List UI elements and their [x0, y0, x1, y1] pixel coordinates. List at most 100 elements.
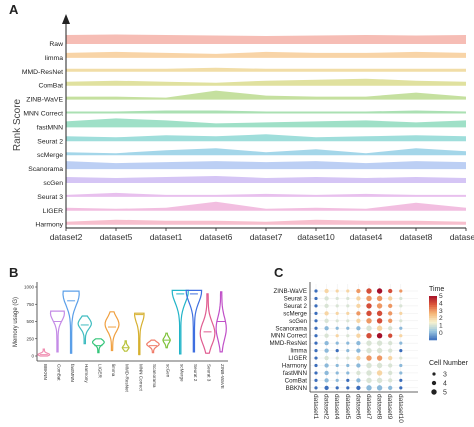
- ridge-area-combat: [66, 78, 466, 86]
- panel-c-y-label-scanorama: Scanorama: [275, 325, 307, 332]
- dot-fastmnn-dataset8: [376, 370, 383, 376]
- violin-fastmnn: [62, 290, 80, 354]
- dot-scgen-dataset8: [376, 318, 383, 324]
- dot-limma-dataset7: [366, 347, 372, 354]
- dot-limma-dataset8: [376, 347, 383, 354]
- legend-time-colorbar-segment: [429, 310, 437, 313]
- legend-time-tick-label: 1: [439, 323, 443, 330]
- panel-c-y-label-fastmnn: fastMNN: [283, 370, 307, 377]
- legend-time-colorbar-segment: [429, 318, 437, 321]
- dot-zinb-wave-dataset1: [314, 289, 318, 293]
- panel-c-y-label-harmony: Harmony: [282, 363, 308, 370]
- dot-mnn-correct-dataset4: [335, 334, 339, 338]
- violin-liger: [92, 338, 105, 354]
- ridge-label-mnn-correct: MNN Correct: [23, 111, 63, 118]
- dot-seurat-2-dataset10: [399, 304, 403, 308]
- dot-seurat-2-dataset8: [376, 303, 383, 309]
- ridge-area-scmerge: [66, 148, 466, 156]
- violin-combat: [49, 310, 66, 353]
- legend-time-colorbar-segment: [429, 312, 437, 315]
- legend-time-colorbar-segment: [429, 323, 437, 326]
- dot-mmd-resnet-dataset8: [376, 340, 383, 346]
- panel-c-y-label-bbknn: BBKNN: [286, 385, 307, 392]
- ridge-area-mmd-resnet: [66, 67, 466, 72]
- dot-scgen-dataset9: [388, 318, 393, 323]
- dot-combat-dataset2: [324, 378, 329, 383]
- panel-b-x-label-fastmnn: fastMNN: [70, 364, 75, 382]
- dot-fastmnn-dataset6: [356, 370, 361, 376]
- dot-seurat-2-dataset7: [366, 303, 372, 309]
- panel-c-y-label-scgen: scGen: [289, 318, 307, 325]
- legend-time-colorbar-segment: [429, 327, 437, 330]
- panel-b-x-label-zinb-wave: ZINB-WaVE: [220, 364, 225, 389]
- panel-c-y-label-zinb-wave: ZINB-WaVE: [274, 288, 307, 295]
- panel-b-x-label-mnn-correct: MNN Correct: [138, 364, 143, 392]
- legend-time-colorbar-segment: [429, 332, 437, 335]
- panel-c-y-label-combat: ComBat: [285, 377, 308, 384]
- panel-c-y-label-seurat-3: Seurat 3: [284, 295, 308, 302]
- dot-mmd-resnet-dataset6: [356, 341, 361, 346]
- legend-time-tick-label: 2: [439, 315, 443, 322]
- legend-time-colorbar-segment: [429, 330, 437, 333]
- dot-liger-dataset8: [376, 355, 383, 361]
- dot-mmd-resnet-dataset4: [335, 341, 339, 345]
- panel-c-x-label-dataset1: dataset1: [312, 394, 319, 420]
- dot-liger-dataset9: [388, 355, 393, 361]
- dot-scanorama-dataset10: [399, 326, 403, 330]
- panel-b-y-tick-label: 250: [26, 336, 34, 341]
- ridge-label-harmony: Harmony: [35, 222, 63, 229]
- dot-bbknn-dataset9: [388, 385, 393, 390]
- ridge-area-raw: [66, 34, 466, 44]
- dot-combat-dataset5: [346, 378, 350, 382]
- dot-mmd-resnet-dataset9: [388, 341, 393, 346]
- dot-mnn-correct-dataset5: [346, 334, 350, 338]
- panel-b-x-label-seurat-3: Seurat 3: [207, 364, 212, 382]
- legend-time-colorbar-segment: [429, 307, 437, 310]
- dot-scanorama-dataset9: [388, 326, 393, 331]
- legend-time-colorbar-segment: [429, 314, 437, 317]
- dot-scanorama-dataset8: [376, 325, 383, 331]
- panel-c-y-label-liger: LIGER: [288, 355, 307, 362]
- ridge-area-seurat-3: [66, 192, 466, 197]
- ridge-label-raw: Raw: [49, 41, 63, 48]
- violin-harmony: [77, 315, 93, 345]
- panel-c-label: C: [274, 265, 284, 280]
- dot-scanorama-dataset7: [366, 325, 372, 331]
- dot-bbknn-dataset5: [346, 386, 350, 390]
- legend-time-colorbar-segment: [429, 301, 437, 304]
- legend-time-colorbar-segment: [429, 297, 437, 300]
- dot-scmerge-dataset6: [356, 311, 361, 316]
- dot-liger-dataset4: [335, 356, 339, 360]
- legend-time-colorbar-segment: [429, 299, 437, 302]
- dot-limma-dataset1: [314, 349, 318, 353]
- dot-scanorama-dataset4: [335, 326, 339, 330]
- dot-zinb-wave-dataset9: [388, 288, 393, 294]
- panel-b-y-axis-label: Memory usage (G): [13, 297, 19, 347]
- ridge-area-seurat-2: [66, 134, 466, 142]
- dot-harmony-dataset6: [356, 363, 361, 368]
- panel-c-y-label-seurat-2: Seurat 2: [284, 303, 308, 310]
- dot-limma-dataset10: [399, 349, 403, 353]
- dot-combat-dataset4: [335, 378, 339, 382]
- panel-b-x-label-harmony: Harmony: [84, 364, 89, 383]
- dot-zinb-wave-dataset2: [324, 288, 329, 294]
- dot-fastmnn-dataset10: [399, 371, 403, 375]
- legend-size-title: Cell Number: [429, 360, 469, 367]
- panel-a-x-tick-label-dataset9: dataset9: [450, 232, 474, 242]
- legend-size-dot: [431, 389, 437, 395]
- panel-c-x-label-dataset6: dataset6: [354, 394, 361, 420]
- legend-time-tick-label: 3: [439, 308, 443, 315]
- dot-bbknn-dataset1: [314, 386, 318, 390]
- dot-fastmnn-dataset4: [335, 371, 339, 375]
- legend-time-colorbar-segment: [429, 296, 437, 299]
- dot-seurat-3-dataset8: [376, 295, 383, 302]
- ridge-label-mmd-resnet: MMD-ResNet: [22, 69, 63, 76]
- dot-bbknn-dataset7: [366, 385, 372, 391]
- dot-harmony-dataset2: [324, 363, 329, 368]
- dot-zinb-wave-dataset10: [399, 289, 403, 293]
- panel-b-violin-chart: Memory usage (G) 0 250 500 750 1000 BBKNN Com…: [13, 282, 228, 393]
- legend-size-label: 5: [443, 389, 447, 396]
- dot-scgen-dataset2: [324, 318, 329, 323]
- legend-size-label: 3: [443, 371, 447, 378]
